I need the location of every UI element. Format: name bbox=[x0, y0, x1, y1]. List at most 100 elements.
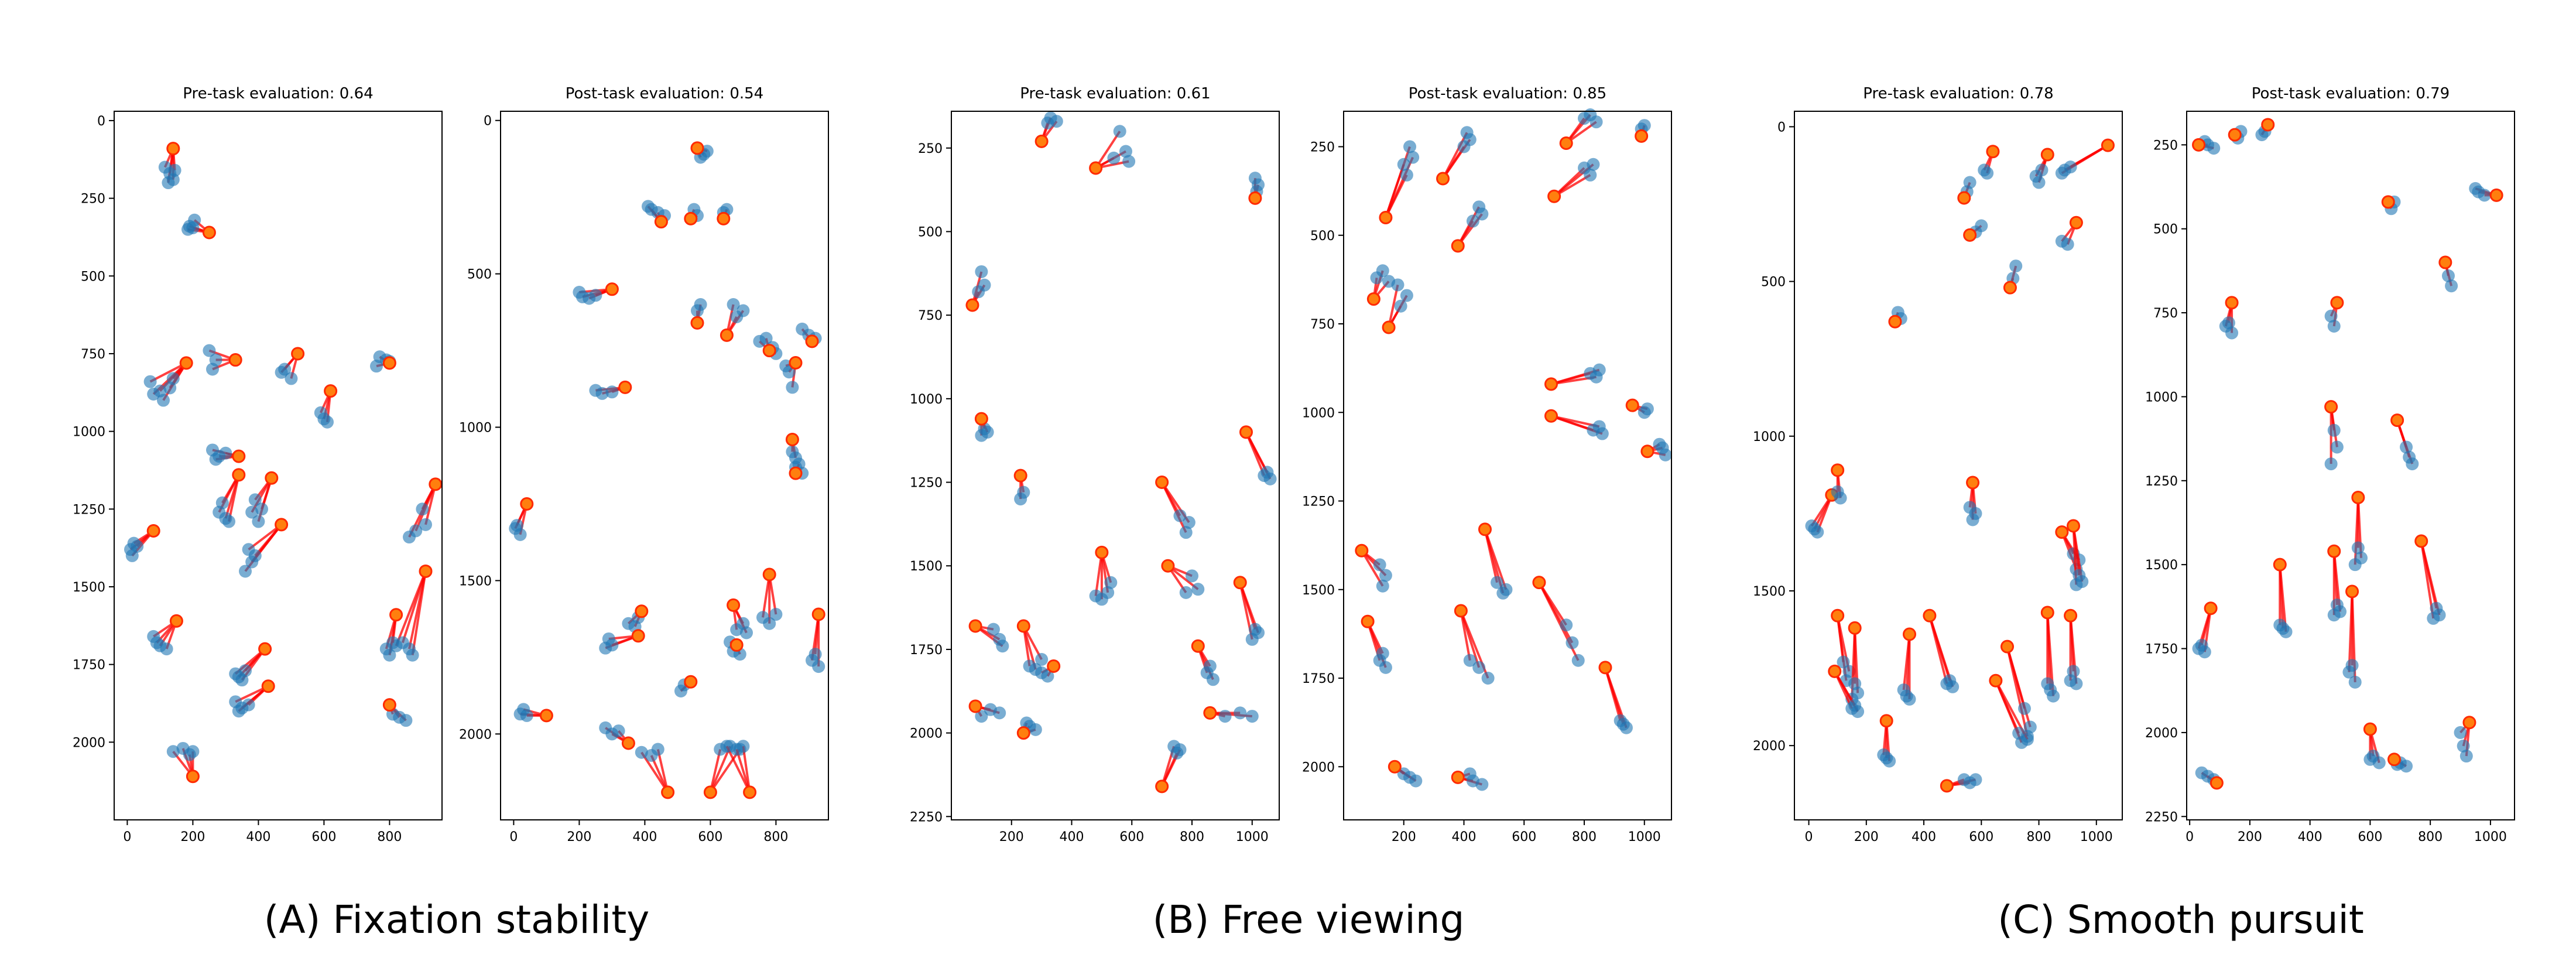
gaze-point bbox=[1186, 569, 1199, 583]
target-point bbox=[1361, 614, 1375, 628]
gaze-point bbox=[812, 660, 825, 673]
y-tick-label: 1000 bbox=[459, 421, 492, 436]
x-tick-label: 600 bbox=[1119, 830, 1144, 844]
target-point bbox=[1989, 673, 2003, 688]
target-point bbox=[232, 468, 246, 482]
gaze-point bbox=[993, 706, 1006, 720]
gaze-point bbox=[1245, 710, 1259, 723]
target-point bbox=[2066, 519, 2080, 533]
target-point bbox=[324, 384, 338, 398]
target-point bbox=[1095, 545, 1109, 559]
x-axis: 0 200 400 600 800 bbox=[509, 820, 788, 844]
target-point bbox=[2363, 722, 2377, 736]
target-point bbox=[179, 356, 193, 370]
gaze-point bbox=[1966, 513, 1979, 526]
gaze-point bbox=[2459, 750, 2473, 763]
target-point bbox=[1155, 779, 1169, 794]
gaze-point bbox=[2047, 689, 2060, 703]
gaze-point bbox=[2327, 320, 2341, 333]
gaze-point bbox=[1463, 767, 1477, 781]
gaze-point bbox=[160, 642, 173, 656]
y-tick-label: 750 bbox=[81, 347, 105, 362]
gaze-connector-line bbox=[1928, 615, 1951, 681]
y-tick-label: 2000 bbox=[73, 736, 105, 750]
x-tick-label: 800 bbox=[377, 830, 402, 844]
gaze-point bbox=[1119, 145, 1132, 158]
y-tick-label: 2000 bbox=[910, 727, 943, 741]
gaze-point bbox=[1107, 151, 1121, 165]
gaze-point bbox=[1584, 108, 1597, 122]
axes-frame bbox=[2186, 111, 2515, 820]
gaze-point bbox=[2324, 309, 2338, 323]
target-point bbox=[1248, 191, 1262, 205]
target-point bbox=[2040, 148, 2054, 162]
x-tick-label: 0 bbox=[1805, 830, 1813, 844]
target-point bbox=[1544, 377, 1558, 391]
gaze-point bbox=[759, 331, 773, 345]
y-tick-label: 500 bbox=[81, 269, 105, 284]
gaze-point bbox=[740, 626, 753, 639]
gaze-point bbox=[232, 704, 245, 718]
x-tick-label: 200 bbox=[567, 830, 591, 844]
gaze-point bbox=[1173, 509, 1187, 522]
y-tick-label: 1500 bbox=[2145, 558, 2178, 573]
gaze-point bbox=[1834, 491, 1847, 505]
target-point bbox=[2101, 138, 2115, 152]
target-point bbox=[1625, 398, 1639, 412]
gaze-point bbox=[605, 385, 619, 399]
target-point bbox=[2064, 608, 2078, 623]
gaze-point bbox=[157, 394, 170, 407]
target-point bbox=[261, 679, 275, 693]
y-tick-label: 1000 bbox=[2145, 390, 2178, 405]
y-tick-label: 2000 bbox=[1753, 739, 1786, 754]
x-axis: 200 400 600 800 1000 bbox=[999, 820, 1269, 844]
gaze-point bbox=[996, 639, 1009, 653]
gaze-point bbox=[1206, 673, 1220, 686]
target-point bbox=[2327, 544, 2341, 558]
target-point bbox=[202, 225, 216, 240]
y-tick-label: 250 bbox=[1310, 141, 1335, 155]
target-point bbox=[1366, 292, 1381, 306]
target-point bbox=[2345, 584, 2359, 599]
gaze-point bbox=[2276, 622, 2290, 635]
x-tick-label: 400 bbox=[632, 830, 657, 844]
gaze-point bbox=[186, 221, 200, 235]
target-point bbox=[1635, 129, 1649, 143]
gaze-point bbox=[1170, 746, 1184, 760]
gaze-point bbox=[147, 387, 160, 401]
target-point bbox=[661, 785, 675, 799]
gaze-point bbox=[1587, 158, 1600, 171]
gaze-point bbox=[1463, 654, 1477, 667]
data-marks bbox=[124, 142, 443, 784]
y-tick-label: 1500 bbox=[1753, 584, 1786, 599]
gaze-point bbox=[183, 748, 196, 761]
caption-free-viewing: (B) Free viewing bbox=[1153, 897, 1465, 942]
target-point bbox=[1203, 706, 1217, 720]
y-tick-label: 1000 bbox=[910, 392, 943, 407]
gaze-point bbox=[1978, 163, 1991, 177]
gaze-point bbox=[383, 648, 396, 662]
x-tick-label: 800 bbox=[1572, 830, 1597, 844]
gaze-point bbox=[2363, 753, 2377, 766]
target-point bbox=[232, 449, 246, 463]
gaze-point bbox=[730, 310, 744, 323]
gaze-point bbox=[1113, 125, 1126, 138]
axes-frame bbox=[1794, 111, 2123, 820]
gaze-point bbox=[1475, 207, 1489, 221]
gaze-point bbox=[150, 636, 163, 649]
target-point bbox=[762, 344, 776, 358]
gaze-point bbox=[2334, 605, 2347, 618]
gaze-point bbox=[986, 623, 1000, 636]
target-point bbox=[1940, 779, 1954, 793]
target-point bbox=[785, 432, 799, 446]
gaze-connector-line bbox=[395, 570, 427, 647]
y-tick-label: 2250 bbox=[2145, 810, 2178, 825]
x-tick-label: 200 bbox=[180, 830, 205, 844]
gaze-point bbox=[166, 745, 180, 758]
gaze-point bbox=[162, 176, 175, 190]
target-point bbox=[1888, 314, 1902, 329]
gaze-point bbox=[278, 362, 292, 376]
y-tick-label: 2000 bbox=[1302, 760, 1335, 775]
gaze-point bbox=[2478, 189, 2491, 202]
gaze-point bbox=[399, 714, 413, 727]
